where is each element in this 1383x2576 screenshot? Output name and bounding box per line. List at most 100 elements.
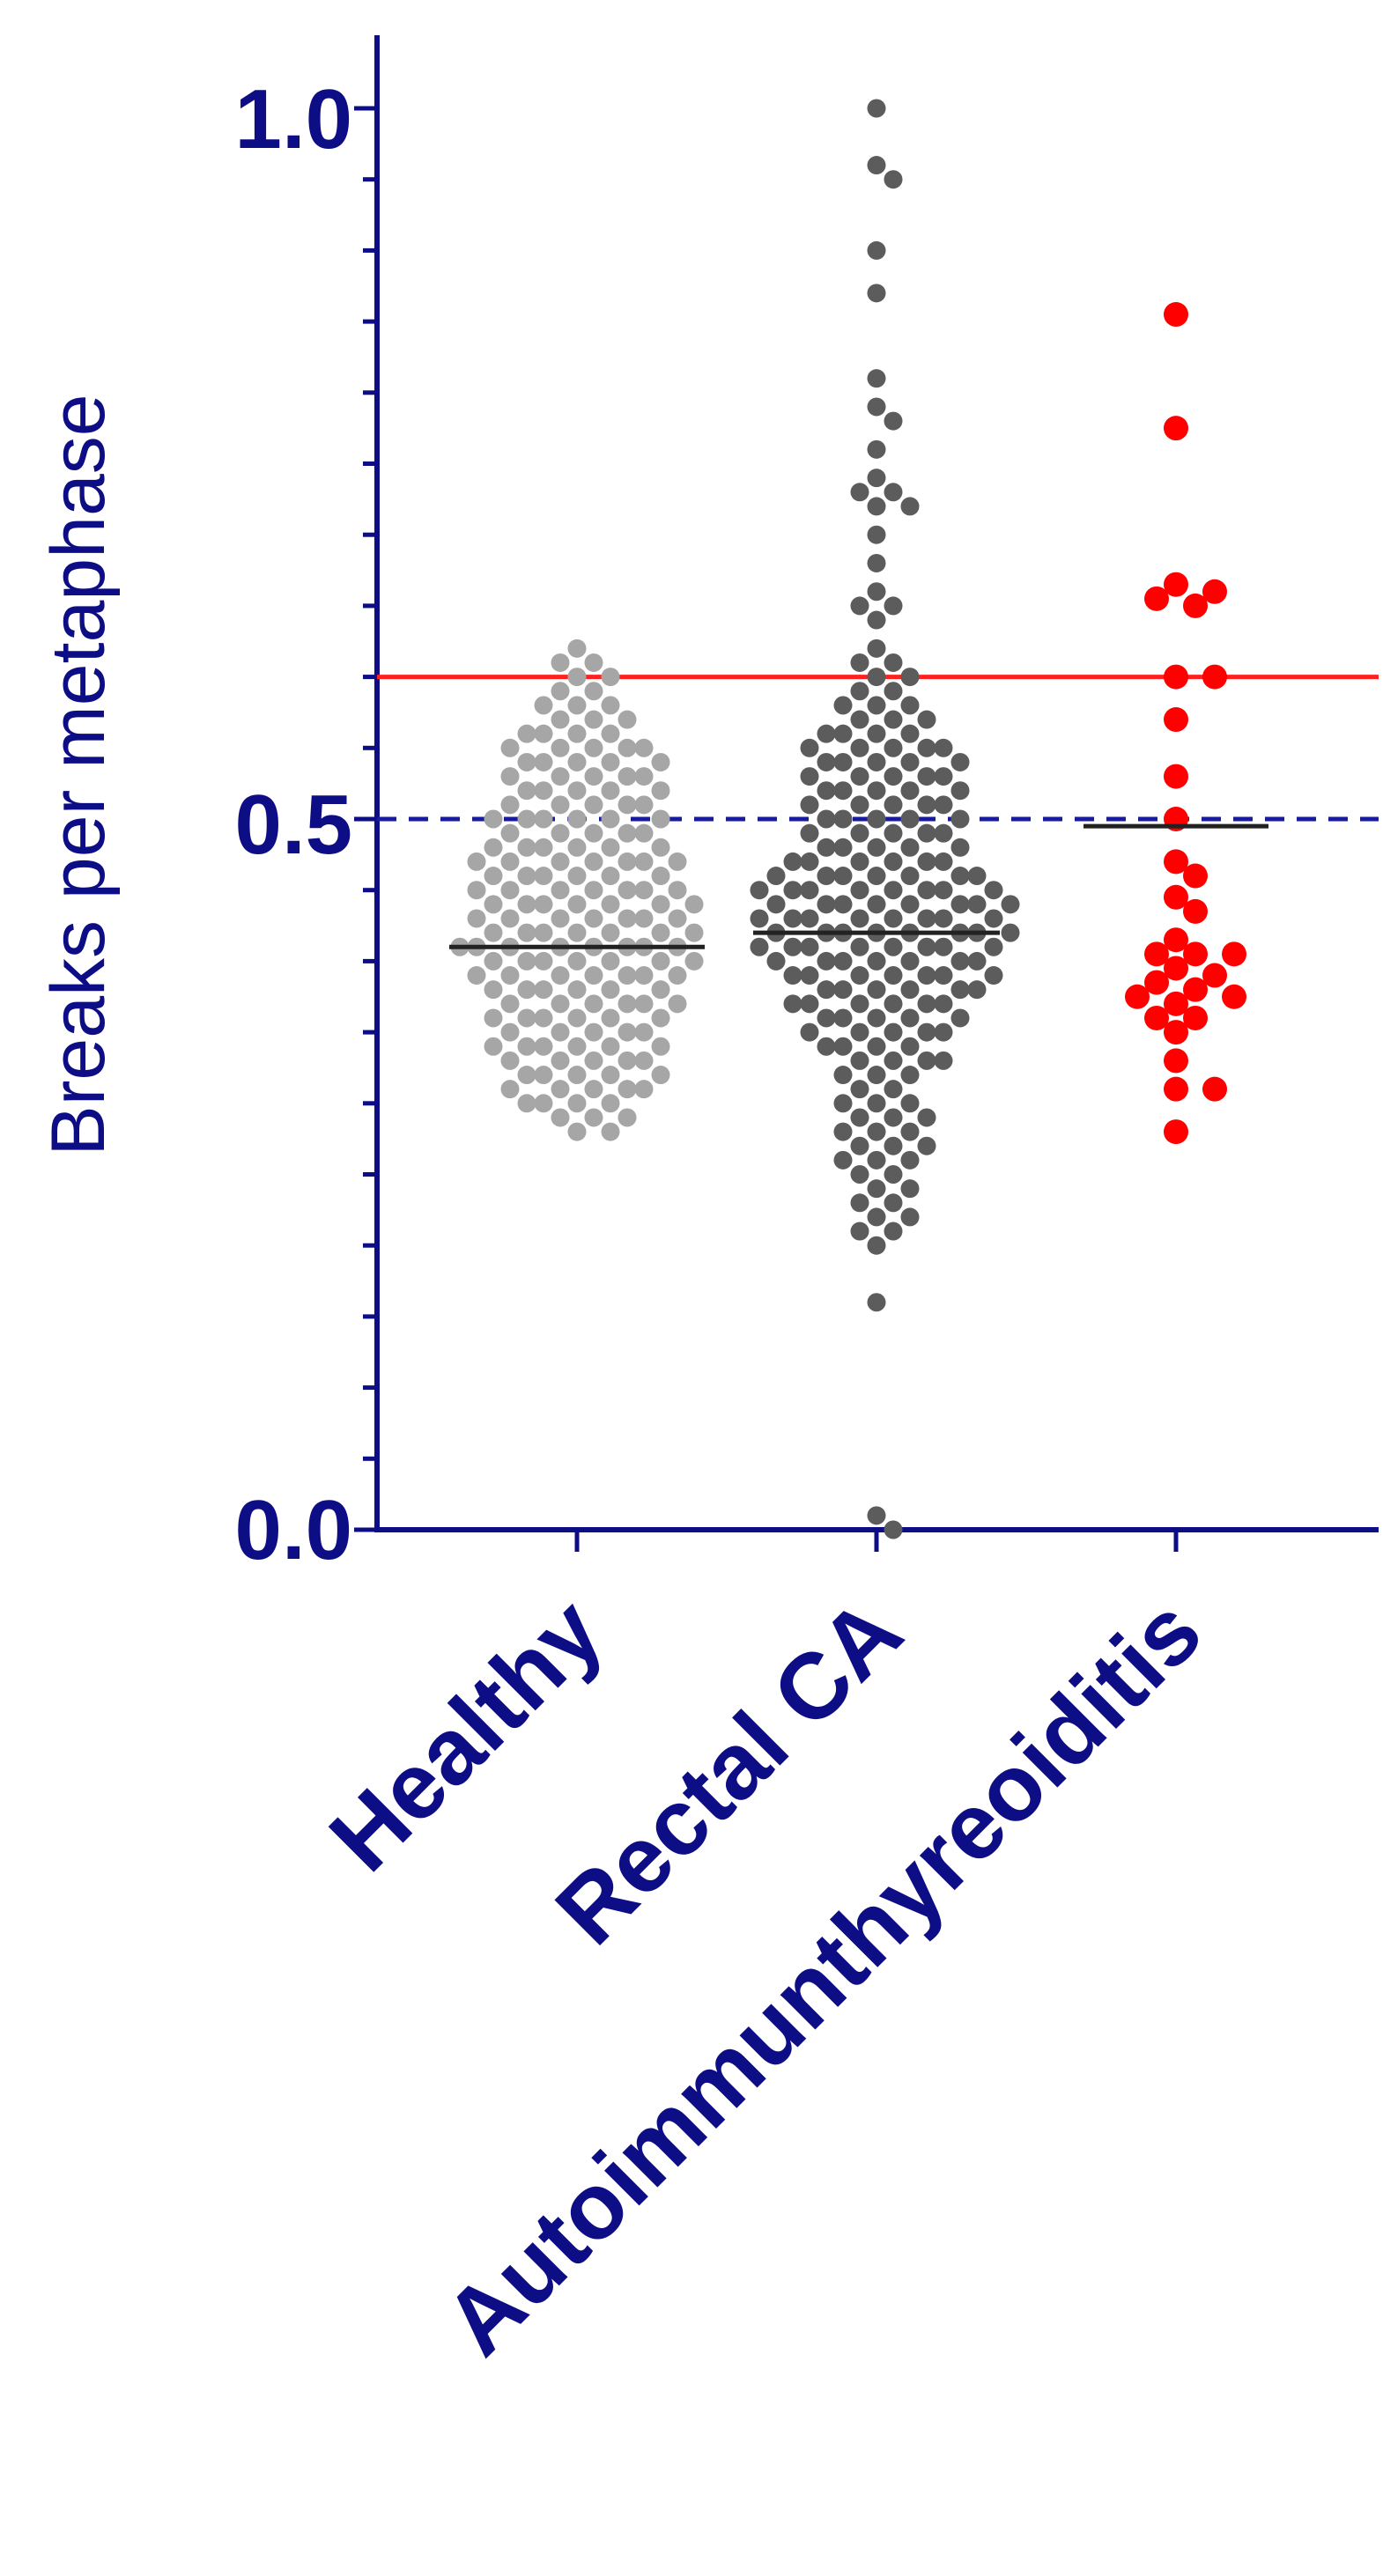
point-rectal-ca-10: [884, 483, 903, 502]
point-rectal-ca-99: [900, 895, 920, 914]
point-rectal-ca-121: [1001, 923, 1020, 942]
point-healthy-112: [651, 951, 670, 971]
point-rectal-ca-164: [934, 1022, 953, 1042]
point-autoimmunthyreoiditis-16: [1183, 941, 1208, 967]
point-healthy-159: [517, 1066, 536, 1085]
point-healthy-43: [601, 809, 620, 829]
point-healthy-142: [618, 1022, 637, 1042]
point-rectal-ca-34: [900, 724, 920, 743]
point-autoimmunthyreoiditis-31: [1202, 1076, 1227, 1102]
point-rectal-ca-128: [984, 937, 1003, 956]
point-rectal-ca-83: [867, 867, 886, 886]
point-rectal-ca-173: [934, 1051, 953, 1070]
point-rectal-ca-157: [900, 1008, 920, 1028]
data-points: [450, 99, 1246, 1539]
point-healthy-24: [534, 752, 553, 771]
point-healthy-56: [517, 838, 536, 857]
point-rectal-ca-76: [950, 838, 970, 857]
point-rectal-ca-86: [817, 867, 836, 886]
point-healthy-125: [517, 980, 536, 1000]
point-rectal-ca-32: [917, 710, 936, 729]
point-healthy-37: [584, 795, 603, 815]
point-rectal-ca-139: [917, 966, 936, 985]
point-healthy-143: [634, 1022, 654, 1042]
point-rectal-ca-52: [867, 781, 886, 801]
point-rectal-ca-113: [750, 909, 769, 928]
point-healthy-111: [517, 951, 536, 971]
point-healthy-95: [534, 923, 553, 942]
point-healthy-172: [618, 1108, 637, 1127]
point-rectal-ca-89: [766, 867, 786, 886]
point-rectal-ca-7: [884, 411, 903, 431]
point-rectal-ca-41: [800, 738, 819, 757]
point-autoimmunthyreoiditis-26: [1183, 1005, 1208, 1030]
point-rectal-ca-92: [917, 881, 936, 900]
point-rectal-ca-133: [817, 951, 836, 971]
point-healthy-11: [551, 710, 570, 729]
point-healthy-91: [668, 909, 687, 928]
point-rectal-ca-2: [884, 170, 903, 189]
point-healthy-55: [534, 838, 553, 857]
point-rectal-ca-193: [833, 1150, 853, 1170]
point-rectal-ca-182: [884, 1108, 903, 1127]
point-rectal-ca-136: [766, 951, 786, 971]
point-rectal-ca-51: [800, 767, 819, 786]
point-healthy-86: [584, 909, 603, 928]
point-healthy-160: [651, 1066, 670, 1085]
point-autoimmunthyreoiditis-1: [1164, 416, 1188, 441]
point-healthy-41: [500, 795, 520, 815]
point-healthy-148: [517, 1037, 536, 1056]
point-healthy-147: [534, 1037, 553, 1056]
point-rectal-ca-192: [900, 1150, 920, 1170]
point-rectal-ca-131: [900, 951, 920, 971]
point-rectal-ca-159: [817, 1008, 836, 1028]
point-rectal-ca-74: [833, 838, 853, 857]
point-healthy-163: [618, 1080, 637, 1099]
point-healthy-36: [651, 781, 670, 801]
point-rectal-ca-189: [850, 1136, 869, 1155]
point-rectal-ca-38: [850, 738, 869, 757]
point-healthy-27: [584, 767, 603, 786]
point-healthy-129: [551, 994, 570, 1014]
point-rectal-ca-75: [817, 838, 836, 857]
point-healthy-19: [618, 738, 637, 757]
point-healthy-28: [551, 767, 570, 786]
point-healthy-26: [651, 752, 670, 771]
point-healthy-49: [551, 823, 570, 843]
point-autoimmunthyreoiditis-19: [1164, 956, 1188, 981]
point-healthy-171: [551, 1108, 570, 1127]
point-rectal-ca-69: [917, 823, 936, 843]
point-rectal-ca-203: [850, 1222, 869, 1241]
point-rectal-ca-84: [900, 867, 920, 886]
point-healthy-33: [601, 781, 620, 801]
point-healthy-53: [567, 838, 587, 857]
point-rectal-ca-152: [917, 994, 936, 1014]
point-rectal-ca-111: [783, 909, 802, 928]
point-rectal-ca-151: [850, 994, 869, 1014]
point-healthy-63: [500, 852, 520, 871]
point-rectal-ca-144: [867, 980, 886, 1000]
point-healthy-84: [484, 895, 503, 914]
point-healthy-141: [551, 1022, 570, 1042]
point-healthy-77: [668, 881, 687, 900]
point-rectal-ca-37: [884, 738, 903, 757]
point-healthy-156: [567, 1066, 587, 1085]
point-healthy-75: [634, 881, 654, 900]
point-healthy-132: [500, 994, 520, 1014]
point-rectal-ca-81: [800, 852, 819, 871]
point-healthy-97: [651, 923, 670, 942]
point-healthy-58: [484, 838, 503, 857]
point-healthy-88: [618, 909, 637, 928]
point-healthy-114: [684, 951, 704, 971]
point-rectal-ca-142: [783, 966, 802, 985]
point-rectal-ca-102: [950, 895, 970, 914]
point-autoimmunthyreoiditis-30: [1164, 1076, 1188, 1102]
point-rectal-ca-66: [950, 809, 970, 829]
point-healthy-131: [634, 994, 654, 1014]
point-rectal-ca-100: [833, 895, 853, 914]
point-rectal-ca-24: [900, 668, 920, 687]
point-rectal-ca-78: [850, 852, 869, 871]
point-rectal-ca-65: [817, 809, 836, 829]
point-rectal-ca-18: [850, 596, 869, 616]
point-autoimmunthyreoiditis-12: [1183, 863, 1208, 889]
